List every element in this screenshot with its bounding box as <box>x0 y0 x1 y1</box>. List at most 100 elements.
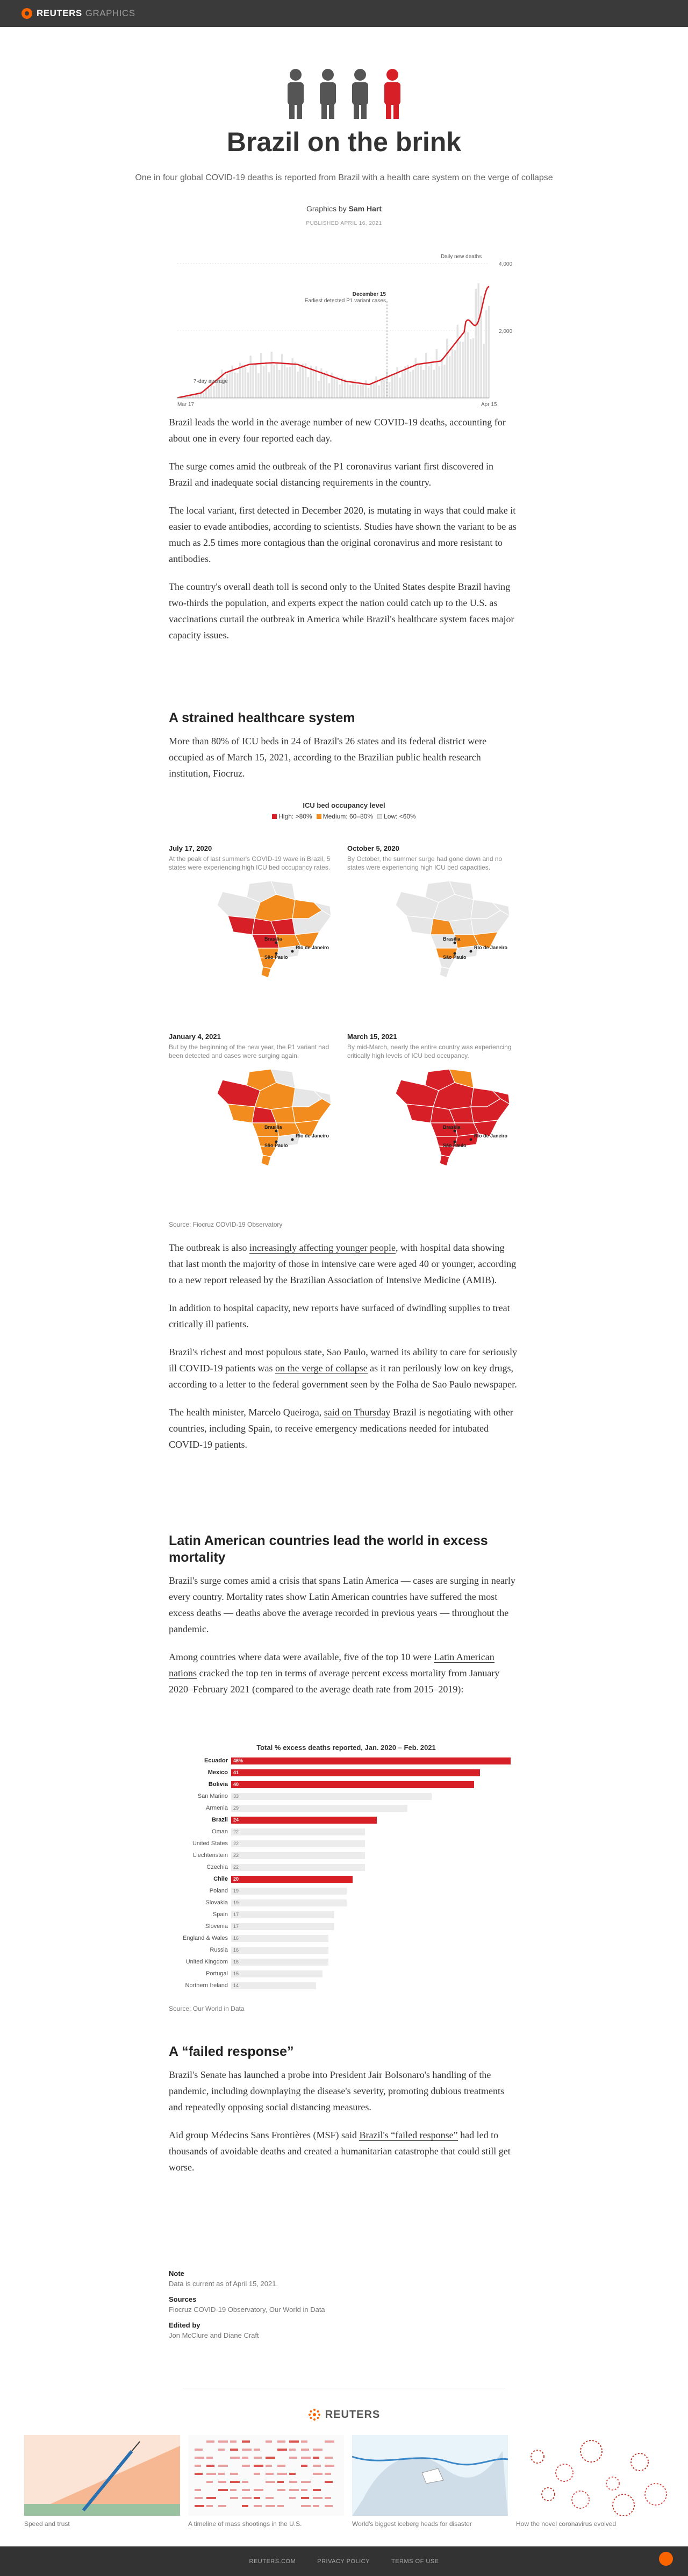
daily-death-bar <box>278 369 281 398</box>
thumb-mark <box>266 2505 275 2507</box>
verge-of-collapse-link[interactable]: on the verge of collapse <box>275 1363 368 1374</box>
bar <box>231 1982 317 1989</box>
daily-death-bar <box>412 369 414 398</box>
thumb-mark <box>218 2505 226 2507</box>
daily-death-bar <box>409 371 412 398</box>
thumb-mark <box>230 2497 238 2499</box>
thumb-mark <box>313 2449 322 2451</box>
people-figures-icon <box>288 69 400 119</box>
byline-author[interactable]: Sam Hart <box>348 204 382 213</box>
daily-death-bar <box>187 396 189 398</box>
state-shape <box>473 1120 499 1137</box>
section-latin-america: Latin American countries lead the world … <box>169 1533 519 1697</box>
bar-row: Oman 22 <box>169 1827 524 1837</box>
brand-section[interactable]: GRAPHICS <box>85 8 135 18</box>
city-label: São Paulo <box>264 1143 288 1148</box>
bar-value-label: 16 <box>233 1935 239 1941</box>
footer-link-reuters[interactable]: REUTERS.COM <box>249 2558 296 2565</box>
bar <box>231 1911 335 1918</box>
footer-link-terms[interactable]: TERMS OF USE <box>391 2558 439 2565</box>
daily-death-bar <box>454 350 456 398</box>
latin-american-nations-link[interactable]: Latin American nations <box>169 1652 494 1679</box>
intro-text: Brazil leads the world in the average nu… <box>169 414 519 643</box>
bar-value-label: 22 <box>233 1853 239 1858</box>
thumb-mark <box>277 2440 285 2443</box>
brazil-map: Brasília São Paulo Rio de Janeiro <box>395 880 510 978</box>
edited-by-text: Jon McClure and Diane Craft <box>169 2331 259 2339</box>
thumb-mark <box>289 2489 299 2491</box>
bar <box>231 1935 328 1942</box>
footer-logo[interactable]: REUTERS <box>0 2408 688 2421</box>
city-label: São Paulo <box>443 955 467 960</box>
thumb-mark <box>301 2465 307 2467</box>
related-story-card[interactable]: A timeline of mass shootings in the U.S. <box>188 2435 344 2528</box>
daily-death-bar <box>425 352 427 398</box>
annotation-seven-day: 7-day average <box>194 379 228 385</box>
bar-value-label: 16 <box>233 1959 239 1965</box>
excess-source: Source: Our World in Data <box>169 2005 245 2012</box>
bar-row: Armenia 29 <box>169 1803 524 1813</box>
section-heading: A “failed response” <box>169 2044 294 2059</box>
state-shape <box>295 1120 320 1137</box>
bar <box>231 1876 353 1883</box>
section-healthcare-text: The outbreak is also increasingly affect… <box>169 1240 519 1453</box>
related-story-card[interactable]: World's biggest iceberg heads for disast… <box>352 2435 508 2528</box>
daily-death-bar <box>364 380 367 398</box>
daily-death-bar <box>241 365 244 398</box>
daily-death-bar <box>438 366 440 398</box>
bar-category-label: Czechia <box>206 1864 228 1870</box>
bar-row: San Marino 33 <box>169 1791 524 1801</box>
section-paragraph: The outbreak is also increasingly affect… <box>169 1242 517 1285</box>
bar-category-label: Mexico <box>207 1769 228 1776</box>
daily-death-bar <box>352 381 354 398</box>
city-dot <box>469 950 472 953</box>
daily-death-bar <box>441 360 443 398</box>
bar-row: Slovakia 19 <box>169 1898 524 1908</box>
thumb-mark <box>195 2473 203 2475</box>
daily-death-bar <box>333 376 335 398</box>
city-label: São Paulo <box>443 1143 467 1148</box>
city-dot <box>453 1140 456 1143</box>
daily-death-bar <box>304 363 307 398</box>
daily-death-bar <box>268 372 270 398</box>
thumb-mark <box>195 2465 201 2467</box>
said-on-thursday-link[interactable]: said on Thursday <box>324 1407 391 1418</box>
bar <box>231 1769 481 1776</box>
daily-death-bar <box>472 338 475 398</box>
story-caption: Speed and trust <box>24 2520 70 2528</box>
related-story-card[interactable]: Speed and trust <box>24 2435 180 2528</box>
failed-response-link[interactable]: Brazil's “failed response” <box>359 2130 458 2141</box>
daily-death-bar <box>216 380 218 398</box>
thumb-mark <box>301 2497 309 2499</box>
reuters-logo-icon[interactable] <box>22 8 32 19</box>
bar <box>231 1757 511 1764</box>
younger-people-link[interactable]: increasingly affecting younger people <box>249 1242 396 1254</box>
share-icon[interactable] <box>659 2552 673 2566</box>
city-label: Rio de Janeiro <box>296 945 329 950</box>
related-story-card[interactable]: How the novel coronavirus evolved <box>516 2435 672 2528</box>
daily-death-bar <box>343 379 346 398</box>
thumb-mark <box>254 2473 260 2475</box>
thumb-mark <box>277 2489 285 2491</box>
thumb-mark <box>195 2489 201 2491</box>
bar-category-label: Liechtenstein <box>193 1852 228 1859</box>
section-healthcare: A strained healthcare system More than 8… <box>169 710 519 781</box>
story-caption: How the novel coronavirus evolved <box>516 2520 617 2528</box>
section-paragraph: Among countries where data were availabl… <box>169 1652 500 1695</box>
daily-death-bar <box>375 376 377 398</box>
thumb-mark <box>313 2457 319 2459</box>
brand-name[interactable]: REUTERS <box>37 8 82 18</box>
thumb-mark <box>230 2440 236 2443</box>
bar-row: Chile 20 <box>169 1874 524 1884</box>
daily-death-bar <box>213 386 215 398</box>
footer-link-privacy[interactable]: PRIVACY POLICY <box>317 2558 370 2565</box>
daily-death-bar <box>336 376 338 398</box>
thumb-mark <box>254 2465 263 2467</box>
bar-value-label: 22 <box>233 1829 239 1834</box>
bar-value-label: 17 <box>233 1912 239 1917</box>
daily-death-bar <box>291 358 293 398</box>
city-dot <box>453 1129 456 1133</box>
map-panel-july: July 17, 2020 At the peak of last summer… <box>169 844 341 983</box>
bar-row: Portugal 15 <box>169 1969 524 1979</box>
thumb-mark <box>301 2505 311 2507</box>
